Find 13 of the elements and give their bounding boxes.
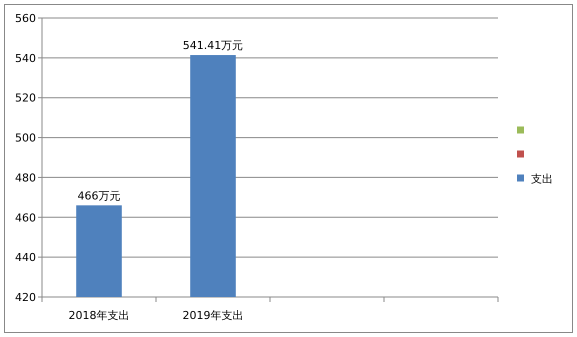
x-tick-label: 2018年支出 bbox=[68, 309, 130, 322]
y-tick-label: 560 bbox=[15, 12, 36, 25]
data-label: 466万元 bbox=[78, 189, 120, 202]
y-tick-label: 540 bbox=[15, 52, 36, 65]
legend-label: 支出 bbox=[531, 172, 553, 186]
x-tick-label: 2019年支出 bbox=[182, 309, 244, 322]
y-tick-label: 520 bbox=[15, 92, 36, 105]
y-tick-label: 480 bbox=[15, 171, 36, 184]
y-tick-label: 500 bbox=[15, 132, 36, 145]
y-tick-label: 440 bbox=[15, 251, 36, 264]
y-tick-label: 420 bbox=[15, 291, 36, 304]
data-label: 541.41万元 bbox=[182, 39, 244, 52]
y-tick-label: 460 bbox=[15, 211, 36, 224]
